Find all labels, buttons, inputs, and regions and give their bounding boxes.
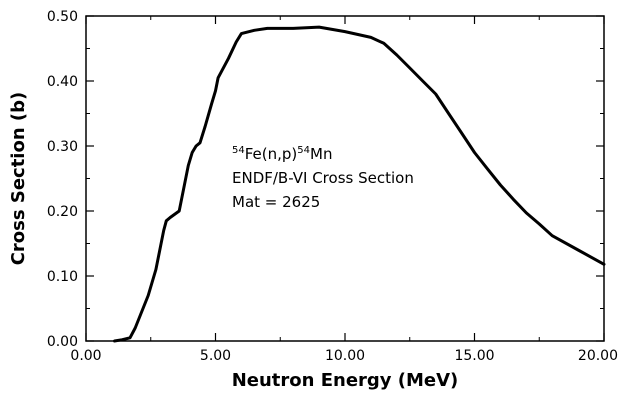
x-axis-title: Neutron Energy (MeV) xyxy=(232,370,459,391)
y-tick-label: 0.40 xyxy=(47,74,78,90)
annotation-sup-2: 54 xyxy=(297,145,310,156)
x-tick-label: 15.00 xyxy=(454,348,494,364)
y-tick-label: 0.20 xyxy=(47,204,78,220)
y-axis-title: Cross Section (b) xyxy=(8,92,29,266)
x-tick-label: 5.00 xyxy=(200,348,231,364)
annotation-material: Mat = 2625 xyxy=(232,193,320,211)
x-tick-label: 0.00 xyxy=(70,348,101,364)
y-tick-label: 0.30 xyxy=(47,139,78,155)
y-tick-label: 0.50 xyxy=(47,9,78,25)
series-layer xyxy=(113,25,606,343)
annotation-base-2: Mn xyxy=(310,145,332,163)
x-axis-ticks: 0.00 5.00 10.00 15.00 20.00 xyxy=(70,16,618,364)
annotation-base-1: Fe(n,p) xyxy=(245,145,298,163)
chart-annotation: 54Fe(n,p)54Mn ENDF/B-VI Cross Section Ma… xyxy=(232,145,414,211)
x-tick-label: 10.00 xyxy=(325,348,365,364)
series-line xyxy=(113,25,606,343)
y-tick-label: 0.10 xyxy=(47,269,78,285)
annotation-reaction: 54Fe(n,p)54Mn xyxy=(232,145,332,163)
plot-frame xyxy=(85,15,605,342)
annotation-sup-1: 54 xyxy=(232,145,245,156)
x-tick-label: 20.00 xyxy=(578,348,618,364)
annotation-library: ENDF/B-VI Cross Section xyxy=(232,169,414,187)
y-tick-label: 0.00 xyxy=(47,334,78,350)
